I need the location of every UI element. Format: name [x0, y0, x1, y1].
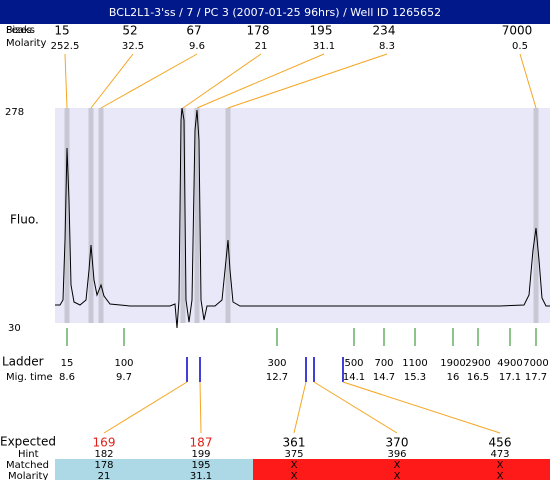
expected-size: 370 [386, 436, 409, 450]
ladder-time: 14.7 [373, 372, 395, 383]
peak-band [180, 108, 186, 323]
peak-molarity: 9.6 [189, 41, 205, 52]
ladder-size: 300 [267, 358, 286, 369]
peak-size: 234 [373, 24, 396, 38]
ladder-size: 700 [374, 358, 393, 369]
matched-size: 178 [94, 460, 113, 471]
peak-molarity: 21 [255, 41, 268, 52]
expected-size: 169 [93, 436, 116, 450]
peak-connector [182, 53, 262, 109]
y-top-label: 278 [5, 107, 24, 118]
hint-label: Hint [18, 449, 39, 460]
matched-bg [55, 459, 253, 480]
expected-size: 187 [190, 436, 213, 450]
y-bottom-label: 30 [8, 323, 21, 334]
peak-size: 15 [54, 24, 69, 38]
hint-size: 396 [387, 449, 406, 460]
mig-time-label: Mig. time [6, 372, 53, 383]
expected-connector [313, 381, 398, 434]
ladder-time: 14.1 [343, 372, 365, 383]
matched-molarity: 21 [98, 471, 111, 480]
ladder-time: 17.7 [525, 372, 547, 383]
ladder-label: Ladder [2, 355, 44, 369]
ladder-size: 15 [61, 358, 74, 369]
ladder-size: 1900 [440, 358, 465, 369]
expected-connector [199, 381, 202, 434]
matched-size: X [291, 460, 298, 471]
ladder-time: 16.5 [467, 372, 489, 383]
matched-label: Matched [6, 460, 49, 471]
peak-connector [519, 53, 537, 109]
ladder-size: 4900 [497, 358, 522, 369]
expected-connector [342, 381, 501, 434]
peak-molarity: 8.3 [379, 41, 395, 52]
molarity-label: Molarity [6, 38, 46, 49]
ladder-size: 500 [344, 358, 363, 369]
title-bar [0, 0, 550, 24]
ladder-size: 100 [114, 358, 133, 369]
ladder-size: 1100 [402, 358, 427, 369]
ladder-time: 17.1 [499, 372, 521, 383]
hint-size: 375 [284, 449, 303, 460]
plot-area [55, 108, 550, 323]
y-axis-label: Fluo. [10, 213, 39, 227]
peak-molarity: 32.5 [122, 41, 144, 52]
hint-size: 182 [94, 449, 113, 460]
peak-band [533, 108, 539, 323]
matched-size: X [497, 460, 504, 471]
peak-connector [100, 53, 198, 109]
peak-size: 178 [247, 24, 270, 38]
peak-molarity: 0.5 [512, 41, 528, 52]
ladder-size: 7000 [523, 358, 548, 369]
peak-size: 67 [186, 24, 201, 38]
peak-connector [196, 53, 325, 109]
peak-molarity: 252.5 [51, 41, 80, 52]
trace [55, 107, 550, 329]
ladder-time: 15.3 [404, 372, 426, 383]
matched-size: 195 [191, 460, 210, 471]
expected-connector [293, 381, 307, 434]
peak-band [88, 108, 94, 323]
peak-band [225, 108, 231, 323]
title: BCL2L1-3'ss / 7 / PC 3 (2007-01-25 96hrs… [109, 6, 441, 19]
peak-band [64, 108, 70, 323]
peak-size: 7000 [502, 24, 533, 38]
ladder-size: 2900 [465, 358, 490, 369]
peak-band [98, 108, 104, 323]
ladder-time: 8.6 [59, 372, 75, 383]
peak-band [194, 108, 200, 323]
hint-size: 199 [191, 449, 210, 460]
peak-connector [227, 53, 388, 109]
sizes-label: Sizes [6, 25, 32, 36]
peak-connector [90, 53, 134, 109]
matched-molarity: X [394, 471, 401, 480]
peak-size: 52 [122, 24, 137, 38]
ladder-time: 12.7 [266, 372, 288, 383]
expected-connector [103, 381, 188, 434]
ladder-time: 16 [447, 372, 460, 383]
peak-connector [64, 53, 68, 109]
unmatched-bg [253, 459, 550, 480]
molarity-row-label: Molarity [8, 471, 48, 480]
expected-size: 456 [489, 436, 512, 450]
matched-molarity: 31.1 [190, 471, 212, 480]
expected-label: Expected [0, 435, 56, 449]
hint-size: 473 [490, 449, 509, 460]
matched-size: X [394, 460, 401, 471]
peak-size: 195 [310, 24, 333, 38]
ladder-time: 9.7 [116, 372, 132, 383]
matched-molarity: X [497, 471, 504, 480]
expected-size: 361 [283, 436, 306, 450]
peak-molarity: 31.1 [313, 41, 335, 52]
matched-molarity: X [291, 471, 298, 480]
peaks-label: Peaks [6, 25, 35, 36]
